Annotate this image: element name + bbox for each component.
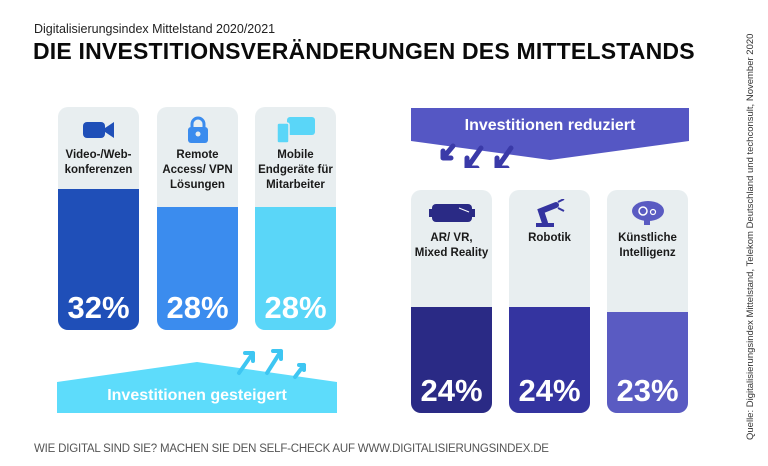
bar-card: Video-/Web-konferenzen 32% [58, 107, 139, 330]
brain-gear-icon [607, 200, 688, 226]
bar-card: Robotik 24% [509, 190, 590, 413]
decrease-banner: Investitionen reduziert [411, 108, 689, 171]
bar-category-label: Künstliche Intelligenz [618, 232, 677, 259]
bar-value-label: 32% [67, 290, 130, 325]
source-note: Quelle: Digitalisierungsindex Mittelstan… [745, 33, 756, 440]
lock-icon [157, 116, 238, 143]
self-check-cta: WIE DIGITAL SIND SIE? MACHEN SIE DEN SEL… [34, 443, 549, 455]
bar-card: Künstliche Intelligenz 23% [607, 190, 688, 413]
bar [255, 206, 336, 330]
robot-arm-icon [509, 199, 590, 227]
bar-value-label: 24% [518, 373, 581, 408]
increase-banner-shape [57, 349, 337, 413]
bar-category-label: Mobile Endgeräte für Mitarbeiter [258, 149, 333, 191]
increase-banner-label: Investitionen gesteigert [107, 387, 287, 404]
bar-card: AR/ VR, Mixed Reality 24% [411, 190, 492, 413]
video-camera-icon [58, 117, 139, 143]
bar-card: Remote Access/ VPN Lösungen 28% [157, 107, 238, 330]
subtitle: Digitalisierungsindex Mittelstand 2020/2… [34, 22, 276, 36]
bar [157, 206, 238, 330]
decrease-banner-shape [411, 108, 689, 171]
bar [58, 189, 139, 330]
bar-value-label: 23% [616, 373, 679, 408]
bar-category-label: Remote Access/ VPN Lösungen [162, 149, 233, 191]
bar [607, 311, 688, 413]
page-title: DIE INVESTITIONSVERÄNDERUNGEN DES MITTEL… [33, 38, 695, 64]
bar [411, 307, 492, 413]
devices-icon [255, 117, 336, 143]
decrease-banner-label: Investitionen reduziert [464, 117, 636, 134]
bar-value-label: 24% [420, 373, 483, 408]
bar-category-label: AR/ VR, Mixed Reality [414, 232, 489, 259]
bar-value-label: 28% [264, 290, 327, 325]
increase-banner: Investitionen gesteigert [57, 345, 337, 415]
bar-card: Mobile Endgeräte für Mitarbeiter 28% [255, 107, 336, 330]
vr-headset-icon [411, 200, 492, 226]
bar-category-label: Robotik [528, 232, 571, 244]
bar-value-label: 28% [166, 290, 229, 325]
bar [509, 307, 590, 413]
up-arrows-icon [237, 349, 306, 379]
bar-category-label: Video-/Web-konferenzen [64, 149, 133, 176]
